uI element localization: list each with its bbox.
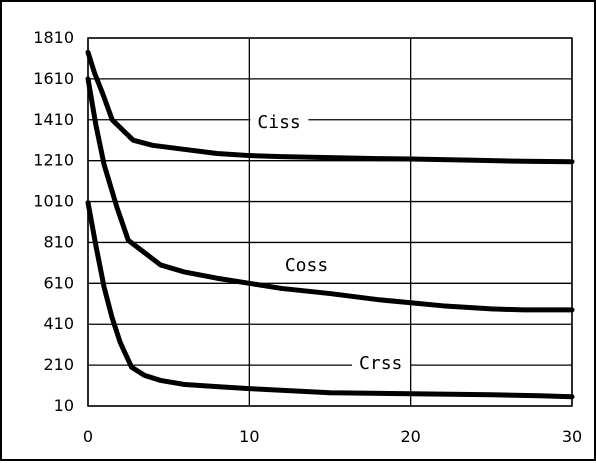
grid-layer (87, 37, 573, 407)
y-tick-label: 1010 (33, 192, 74, 211)
series-line-ciss (85, 49, 575, 165)
series-label-background (352, 349, 411, 376)
y-tick-label: 1210 (33, 151, 74, 170)
series-label-coss: Coss (285, 255, 328, 276)
series-label-background (250, 107, 309, 134)
x-tick-label: 0 (83, 427, 93, 446)
y-tick-label: 610 (43, 273, 74, 292)
axis-layer: 10 210 410 610 810 1010 1210 1410 1610 1810 0 10 20 3… (33, 28, 582, 446)
series-label-background (277, 250, 336, 277)
series-layer (85, 49, 575, 400)
y-tick-label: 10 (54, 396, 74, 415)
series-label-ciss: Ciss (257, 112, 300, 133)
series-line-coss (85, 76, 575, 313)
y-tick-label: 1810 (33, 28, 74, 47)
x-tick-label: 30 (562, 427, 582, 446)
series-label-crss: Crss (359, 353, 402, 374)
y-tick-label: 810 (43, 232, 74, 251)
series-line-crss (85, 200, 575, 400)
y-tick-label: 210 (43, 355, 74, 374)
y-tick-label: 410 (43, 314, 74, 333)
x-tick-label: 20 (400, 427, 420, 446)
y-tick-label: 1410 (33, 110, 74, 129)
plot-area-border (87, 37, 573, 407)
x-tick-label: 10 (239, 427, 259, 446)
label-layer: Ciss Coss Crss (250, 107, 411, 376)
y-tick-label: 1610 (33, 69, 74, 88)
